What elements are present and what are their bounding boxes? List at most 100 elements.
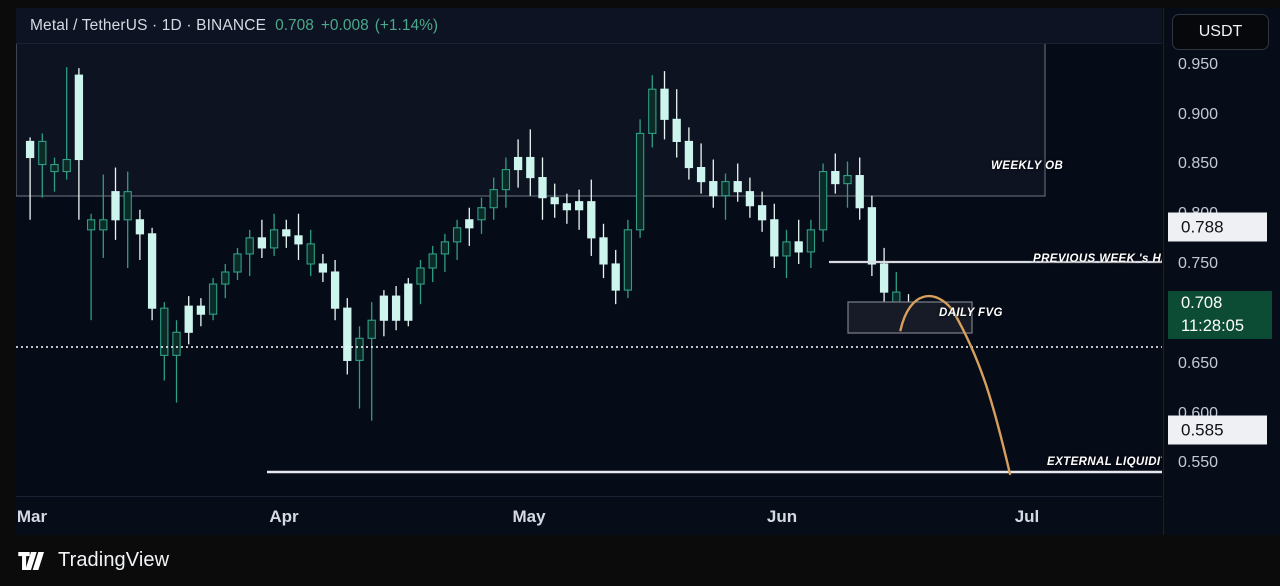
- currency-badge[interactable]: USDT: [1172, 14, 1269, 50]
- candle-body: [135, 219, 145, 235]
- candle-body: [587, 201, 596, 239]
- candle-body: [269, 229, 279, 249]
- candle-body: [160, 307, 169, 356]
- candle-body: [745, 191, 755, 207]
- tradingview-wordmark: TradingView: [58, 549, 170, 571]
- price-axis-tick: 0.750: [1178, 255, 1219, 272]
- candle-body: [391, 295, 401, 321]
- candle-body: [38, 140, 47, 166]
- candle-body: [660, 88, 669, 120]
- candle-body: [208, 283, 218, 315]
- candle-body: [355, 337, 364, 361]
- candle-body: [831, 171, 840, 185]
- last-price-value: 0.708: [1181, 293, 1223, 312]
- legend-change-percent: (+1.14%): [374, 16, 439, 34]
- candle-body: [867, 207, 877, 265]
- legend-last-price: 0.708: [275, 16, 314, 34]
- candle-body: [465, 219, 474, 229]
- annotation-external-liquidity: EXTERNAL LIQUIDITY: [1047, 456, 1162, 468]
- candle-body: [477, 207, 486, 221]
- candle-body: [489, 189, 498, 209]
- time-axis-tick: Mar: [16, 507, 48, 526]
- candle-body: [416, 267, 425, 285]
- candle-body: [221, 271, 230, 285]
- candle-body: [99, 219, 108, 231]
- bar-countdown: 11:28:05: [1181, 317, 1245, 335]
- candle-body: [282, 229, 291, 237]
- candle-body: [233, 253, 242, 273]
- last-price-badge: 0.708 11:28:05: [1168, 291, 1272, 339]
- candle-body: [111, 191, 120, 221]
- candle-body: [843, 175, 852, 185]
- candle-body: [770, 219, 779, 257]
- time-axis-tick: May: [512, 507, 546, 526]
- candle-body: [721, 181, 730, 197]
- time-axis-tick: Jul: [1014, 507, 1040, 526]
- candle-body: [318, 263, 328, 273]
- candle-body: [50, 163, 59, 173]
- previous-week-high-price-badge: 0.788: [1168, 212, 1267, 242]
- candle-body: [733, 181, 742, 193]
- candle-body: [184, 305, 193, 333]
- candle-body: [623, 229, 633, 291]
- candle-body: [147, 233, 157, 309]
- price-axis-tick: 0.650: [1178, 355, 1219, 372]
- candle-body: [257, 237, 267, 249]
- bottom-bar: TradingView: [0, 535, 1280, 586]
- candle-body: [672, 118, 681, 142]
- candle-body: [696, 166, 706, 183]
- price-axis-tick: 0.950: [1178, 56, 1219, 73]
- candle-body: [818, 171, 828, 231]
- candle-body: [440, 241, 450, 255]
- candle-body: [709, 181, 718, 197]
- candle-body: [306, 243, 315, 265]
- candle-body: [86, 219, 96, 231]
- candle-body: [172, 331, 181, 356]
- candle-body: [25, 140, 35, 159]
- external-liquidity-price-badge: 0.585: [1168, 415, 1267, 445]
- annotation-previous-week-high: PREVIOUS WEEK 's HIGH: [1033, 253, 1162, 265]
- candle-body: [611, 263, 620, 291]
- candle-body: [428, 253, 437, 269]
- chart-canvas: [16, 44, 1162, 476]
- candle-body: [757, 205, 767, 221]
- legend-change-absolute: +0.008: [320, 16, 369, 34]
- chart-legend[interactable]: Metal / TetherUS · 1D · BINANCE 0.708 +0…: [16, 8, 1162, 44]
- projection-curve: [899, 294, 1012, 476]
- candle-body: [452, 227, 462, 243]
- candle-body: [123, 191, 132, 221]
- candle-body: [526, 156, 535, 179]
- candle-body: [538, 177, 547, 199]
- price-axis-tick: 0.550: [1178, 454, 1219, 471]
- candle-body: [294, 235, 303, 245]
- candle-body: [404, 283, 413, 321]
- chart-plot-area[interactable]: WEEKLY OB PREVIOUS WEEK 's HIGH DAILY FV…: [16, 44, 1162, 496]
- tradingview-logo[interactable]: TradingView: [18, 549, 169, 572]
- candle-body: [879, 263, 889, 293]
- candle-body: [550, 197, 559, 205]
- annotation-daily-fvg: DAILY FVG: [939, 307, 1003, 319]
- price-axis[interactable]: USDT 0.9500.9000.8500.8000.7500.6500.600…: [1163, 8, 1280, 535]
- symbol-title[interactable]: Metal / TetherUS · 1D · BINANCE: [30, 16, 267, 34]
- candle-body: [379, 295, 389, 321]
- candle-body: [343, 307, 352, 361]
- candle-body: [501, 169, 511, 191]
- candle-body: [635, 132, 645, 231]
- time-axis-tick: Apr: [269, 507, 299, 526]
- candle-body: [74, 74, 84, 161]
- candle-body: [196, 305, 206, 315]
- annotation-weekly-ob: WEEKLY OB: [991, 160, 1064, 172]
- time-axis[interactable]: Mar Apr May Jun Jul: [16, 496, 1162, 535]
- price-axis-tick: 0.900: [1178, 106, 1219, 123]
- candle-body: [648, 88, 657, 134]
- tradingview-mark-icon: [18, 551, 45, 570]
- candle-body: [562, 203, 572, 211]
- candle-body: [574, 201, 584, 211]
- candle-body: [855, 175, 864, 209]
- candle-body: [367, 319, 376, 339]
- candle-body: [806, 229, 816, 253]
- candle-body: [513, 156, 523, 171]
- candle-body: [62, 158, 71, 173]
- chart-pane[interactable]: Metal / TetherUS · 1D · BINANCE 0.708 +0…: [16, 8, 1162, 535]
